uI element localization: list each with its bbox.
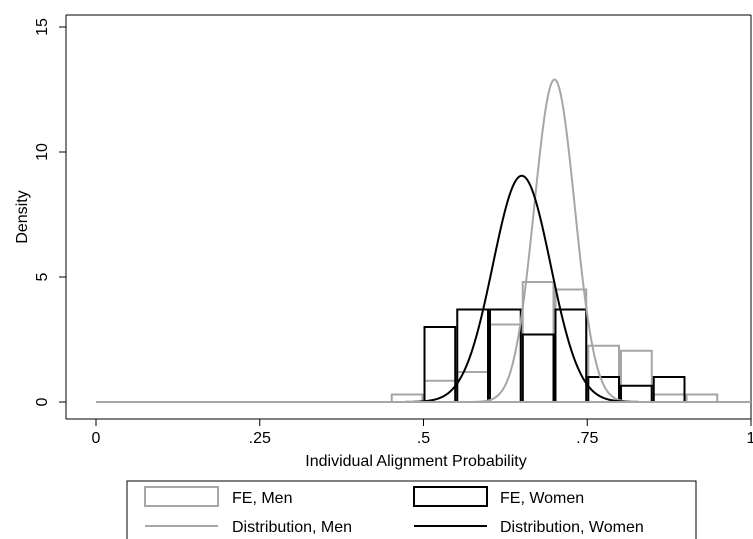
legend-swatch-fe-women: [413, 486, 488, 507]
legend-swatch-fe-men: [144, 486, 219, 507]
y-axis-title: Density: [14, 190, 31, 243]
histogram-bar-fe-men: [521, 281, 555, 403]
histogram-bar-fe-men: [489, 323, 522, 403]
histogram-bar-fe-men: [620, 349, 653, 403]
histogram-bar-fe-women: [489, 308, 522, 403]
legend-label-distribution-men: Distribution, Men: [232, 519, 352, 536]
legend-box: [126, 480, 697, 539]
x-axis-title: Individual Alignment Probability: [305, 453, 526, 470]
histogram-bar-fe-men: [685, 393, 719, 403]
plot-frame: [65, 14, 752, 420]
histogram-bar-fe-women: [554, 308, 588, 403]
histogram-bar-fe-women: [521, 333, 555, 403]
x-tick-label: 1: [747, 430, 753, 447]
y-tick-label: 15: [34, 18, 51, 36]
histogram-bar-fe-women: [620, 384, 653, 403]
legend-label-fe-men: FE, Men: [232, 490, 292, 507]
histogram-bar-fe-women: [456, 308, 489, 403]
histogram-bar-fe-women: [652, 376, 686, 403]
y-tick-label: 0: [34, 397, 51, 406]
histogram-bar-fe-men: [652, 393, 686, 403]
y-tick-label: 10: [34, 143, 51, 161]
y-tick-label: 5: [34, 272, 51, 281]
x-tick-label: 0: [92, 430, 101, 447]
legend-label-distribution-women: Distribution, Women: [500, 519, 644, 536]
histogram-bars: [390, 281, 719, 403]
legend: FE, Men FE, Women Distribution, Men Dist…: [126, 480, 697, 539]
histogram-bar-fe-men: [587, 344, 620, 403]
x-tick-label: .75: [576, 430, 598, 447]
legend-label-fe-women: FE, Women: [500, 490, 584, 507]
x-tick-label: .25: [249, 430, 271, 447]
x-tick-label: .5: [417, 430, 430, 447]
